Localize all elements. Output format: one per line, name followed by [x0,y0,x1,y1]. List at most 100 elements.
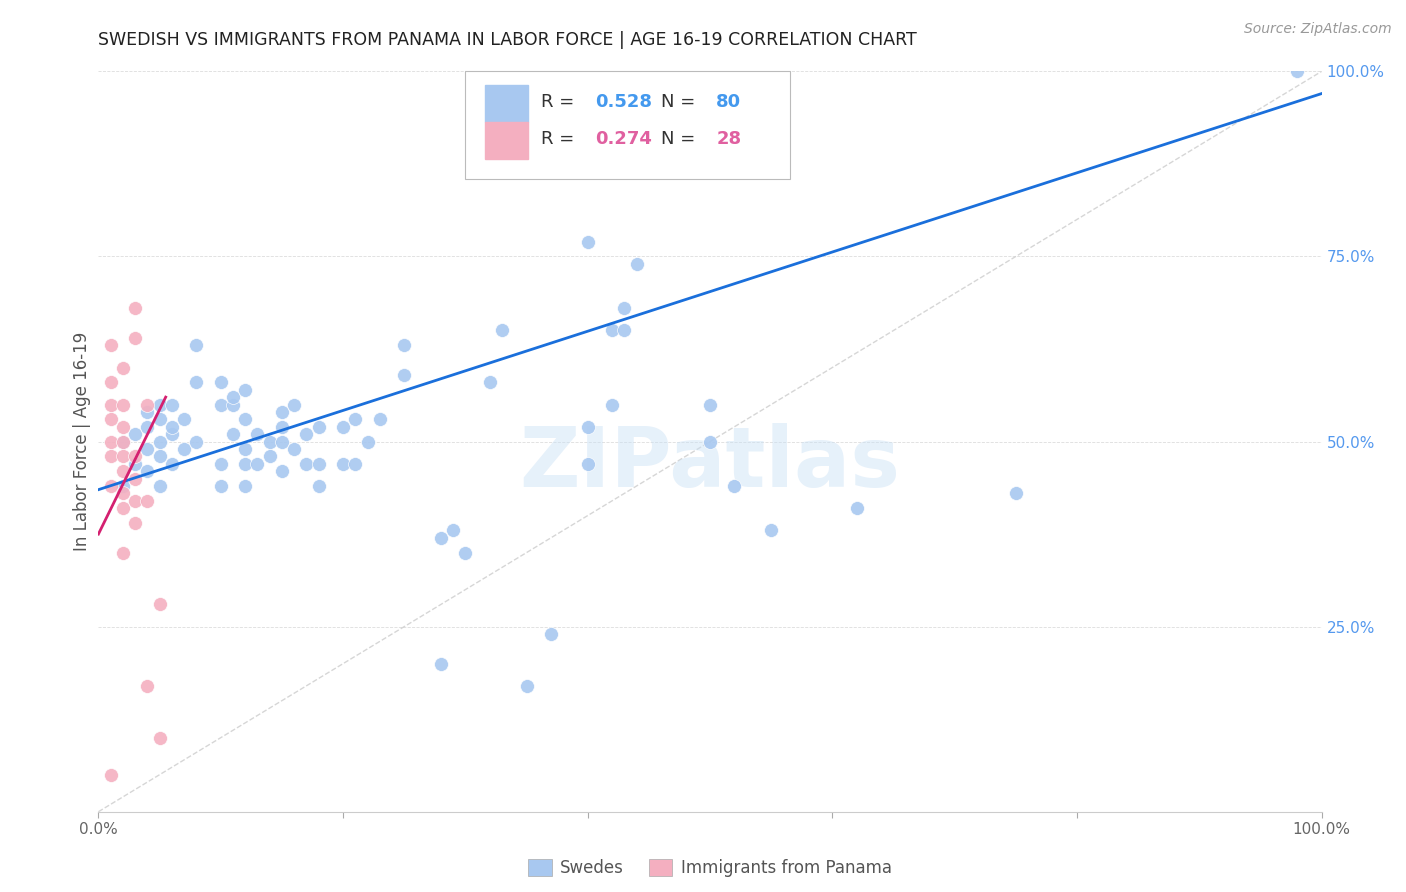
Text: 0.274: 0.274 [595,130,652,148]
Point [222,427,245,442]
Point [136,442,159,456]
Y-axis label: In Labor Force | Age 16-19: In Labor Force | Age 16-19 [73,332,91,551]
Point [259,450,281,464]
Point [1286,64,1309,78]
Point [111,464,134,478]
Point [540,627,562,641]
Point [344,457,367,471]
Point [149,412,172,426]
Point [111,434,134,449]
Point [100,397,122,411]
Point [100,376,122,390]
Point [699,434,721,449]
Point [186,434,208,449]
Point [344,412,367,426]
Point [111,501,134,516]
Point [270,405,294,419]
Point [295,457,318,471]
Point [209,397,232,411]
Point [515,679,537,693]
Point [124,516,146,530]
Point [136,419,159,434]
Point [392,338,416,352]
Point [100,412,122,426]
Point [136,464,159,478]
Point [149,479,172,493]
Point [149,450,172,464]
Point [576,419,599,434]
Point [222,397,245,411]
Point [209,376,232,390]
Point [356,434,378,449]
Point [100,479,122,493]
Point [124,493,146,508]
Point [111,450,134,464]
Point [699,397,721,411]
Point [149,434,172,449]
Point [613,324,636,338]
Point [160,457,183,471]
Point [233,457,256,471]
Point [626,257,648,271]
Point [173,442,195,456]
Point [111,434,134,449]
Point [124,450,146,464]
Point [124,427,146,442]
Point [430,531,453,545]
Point [100,338,122,352]
Point [222,390,245,404]
Point [600,397,623,411]
Point [491,324,513,338]
Point [209,479,232,493]
Point [308,479,330,493]
Point [845,501,868,516]
Point [430,657,453,671]
Point [149,598,172,612]
Point [723,479,745,493]
FancyBboxPatch shape [485,86,527,121]
Point [186,376,208,390]
Point [270,419,294,434]
Point [368,412,391,426]
Point [295,427,318,442]
Point [332,419,354,434]
Point [111,479,134,493]
FancyBboxPatch shape [485,122,527,159]
Point [136,493,159,508]
Point [100,450,122,464]
Point [136,405,159,419]
Point [124,457,146,471]
Text: N =: N = [661,130,702,148]
Point [100,767,122,781]
FancyBboxPatch shape [465,71,790,178]
Point [209,457,232,471]
Point [576,235,599,249]
Point [111,397,134,411]
Point [111,486,134,500]
Text: SWEDISH VS IMMIGRANTS FROM PANAMA IN LABOR FORCE | AGE 16-19 CORRELATION CHART: SWEDISH VS IMMIGRANTS FROM PANAMA IN LAB… [98,31,917,49]
Text: Source: ZipAtlas.com: Source: ZipAtlas.com [1244,22,1392,37]
Point [246,427,269,442]
Legend: Swedes, Immigrants from Panama: Swedes, Immigrants from Panama [529,859,891,878]
Text: 80: 80 [716,94,741,112]
Point [283,442,305,456]
Text: N =: N = [661,94,702,112]
Point [160,419,183,434]
Point [111,360,134,375]
Text: 28: 28 [716,130,741,148]
Point [111,546,134,560]
Point [308,457,330,471]
Point [283,397,305,411]
Point [332,457,354,471]
Point [246,457,269,471]
Point [441,524,464,538]
Point [233,383,256,397]
Point [160,427,183,442]
Point [124,471,146,485]
Point [124,331,146,345]
Point [259,434,281,449]
Point [149,731,172,745]
Point [454,546,477,560]
Point [136,397,159,411]
Text: 0.528: 0.528 [595,94,652,112]
